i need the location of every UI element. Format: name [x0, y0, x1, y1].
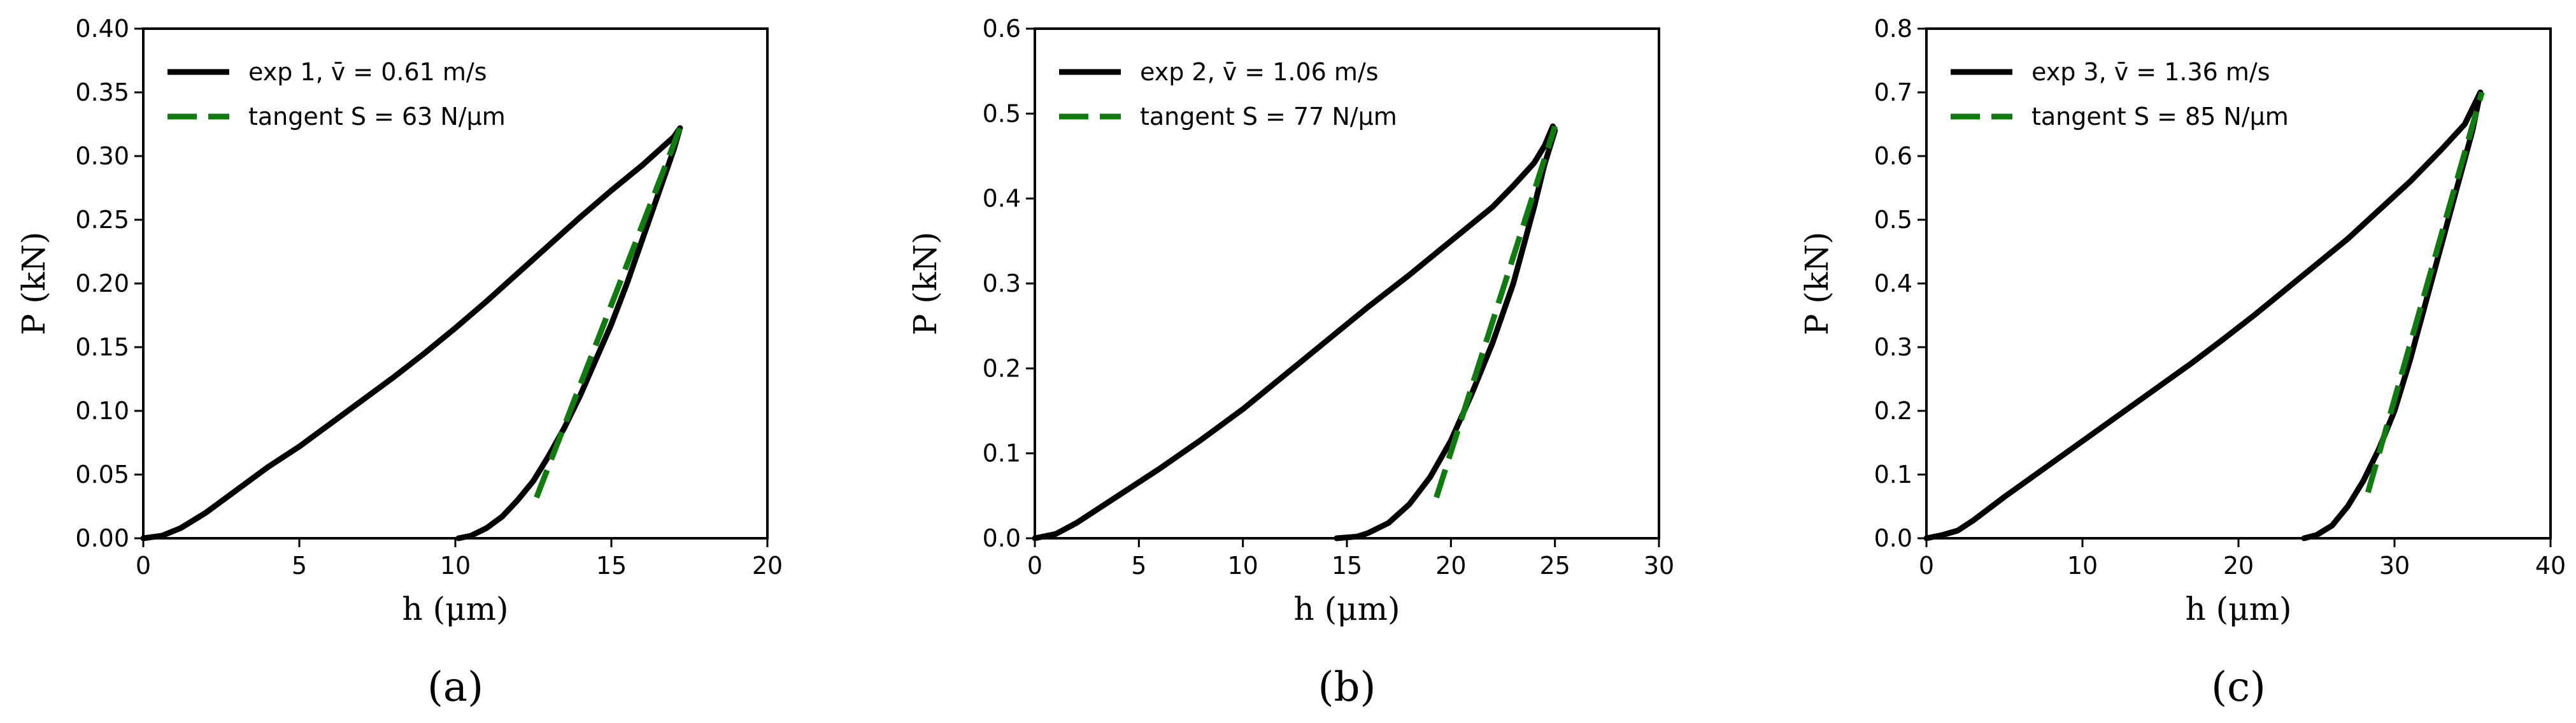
y-axis-label: P (kN)	[907, 232, 944, 336]
x-tick-label: 20	[2223, 552, 2254, 580]
y-axis-label: P (kN)	[1798, 232, 1835, 336]
x-tick-label: 0	[1919, 552, 1934, 580]
legend: exp 3, v̄ = 1.36 m/s tangent S = 85 N/μm	[1951, 58, 2289, 131]
panel-label: (c)	[2211, 664, 2266, 711]
y-tick-label: 0.2	[983, 354, 1021, 382]
x-tick-label: 10	[1227, 552, 1258, 580]
y-tick-label: 0.7	[1874, 78, 1912, 106]
y-tick-label: 0.6	[983, 15, 1021, 43]
y-tick-label: 0.0	[983, 524, 1021, 552]
x-tick-label: 15	[596, 552, 627, 580]
x-tick-label: 40	[2535, 552, 2566, 580]
x-tick-label: 10	[440, 552, 471, 580]
y-tick-label: 0.20	[75, 269, 129, 297]
y-tick-label: 0.10	[75, 397, 129, 425]
x-tick-label: 5	[1131, 552, 1146, 580]
y-tick-label: 0.1	[1874, 461, 1912, 489]
y-tick-label: 0.8	[1874, 15, 1912, 43]
tangent-line-series	[2365, 91, 2485, 494]
panel-label: (b)	[1318, 664, 1376, 711]
legend-entry-label: tangent S = 63 N/μm	[248, 103, 506, 131]
y-tick-label: 0.2	[1874, 397, 1912, 425]
y-tick-label: 0.3	[983, 269, 1021, 297]
y-axis-label: P (kN)	[15, 232, 52, 336]
y-tick-label: 0.1	[983, 440, 1021, 468]
y-tick-label: 0.5	[983, 99, 1021, 127]
experiment-line-series	[1923, 89, 2484, 541]
y-tick-label: 0.5	[1874, 206, 1912, 234]
y-tick-label: 0.30	[75, 142, 129, 170]
chart-panel-1: 0 5 10 15 20 0.00 0.05 0.10 0.15 0.20 0.25 0.30 0.35…	[15, 15, 783, 711]
legend: exp 1, v̄ = 0.61 m/s tangent S = 63 N/μm	[167, 58, 506, 131]
legend-entry-label: tangent S = 85 N/μm	[2032, 103, 2289, 131]
y-tick-label: 0.00	[75, 524, 129, 552]
x-axis-label: h (μm)	[2185, 591, 2291, 627]
x-tick-label: 30	[2379, 552, 2410, 580]
experiment-line-series	[1032, 123, 1558, 541]
y-tick-label: 0.35	[75, 78, 129, 106]
x-tick-label: 15	[1332, 552, 1362, 580]
y-tick-label: 0.25	[75, 206, 129, 234]
chart-panel-3: 0 10 20 30 40 0.0 0.1 0.2 0.3 0.4 0.5 0.6 0.7 0.8 h (μ…	[1798, 15, 2566, 711]
x-tick-label: 20	[1435, 552, 1466, 580]
y-tick-label: 0.40	[75, 15, 129, 43]
panel-label: (a)	[427, 664, 483, 711]
legend-entry-label: exp 3, v̄ = 1.36 m/s	[2032, 58, 2270, 86]
y-tick-label: 0.0	[1874, 524, 1912, 552]
tangent-line-series	[534, 127, 683, 499]
x-tick-label: 0	[1027, 552, 1042, 580]
x-axis-label: h (μm)	[402, 591, 508, 627]
x-axis-label: h (μm)	[1293, 591, 1400, 627]
x-tick-label: 0	[136, 552, 151, 580]
y-tick-label: 0.05	[75, 461, 129, 489]
y-tick-label: 0.3	[1874, 333, 1912, 361]
legend: exp 2, v̄ = 1.06 m/s tangent S = 77 N/μm	[1059, 58, 1397, 131]
x-tick-label: 30	[1644, 552, 1674, 580]
x-tick-label: 25	[1539, 552, 1570, 580]
legend-entry-label: exp 2, v̄ = 1.06 m/s	[1140, 58, 1379, 86]
y-tick-label: 0.4	[983, 185, 1021, 213]
x-tick-label: 20	[752, 552, 783, 580]
chart-panel-2: 0 5 10 15 20 25 30 0.0 0.1 0.2 0.3 0.4 0.5 0.6 h (μm) P…	[907, 15, 1674, 711]
y-tick-label: 0.4	[1874, 269, 1912, 297]
legend-entry-label: exp 1, v̄ = 0.61 m/s	[248, 58, 487, 86]
legend-entry-label: tangent S = 77 N/μm	[1140, 103, 1397, 131]
x-tick-label: 10	[2067, 552, 2098, 580]
y-tick-label: 0.15	[75, 333, 129, 361]
y-tick-label: 0.6	[1874, 142, 1912, 170]
experiment-line-series	[140, 125, 683, 541]
x-tick-label: 5	[292, 552, 307, 580]
tangent-line-series	[1434, 125, 1558, 499]
